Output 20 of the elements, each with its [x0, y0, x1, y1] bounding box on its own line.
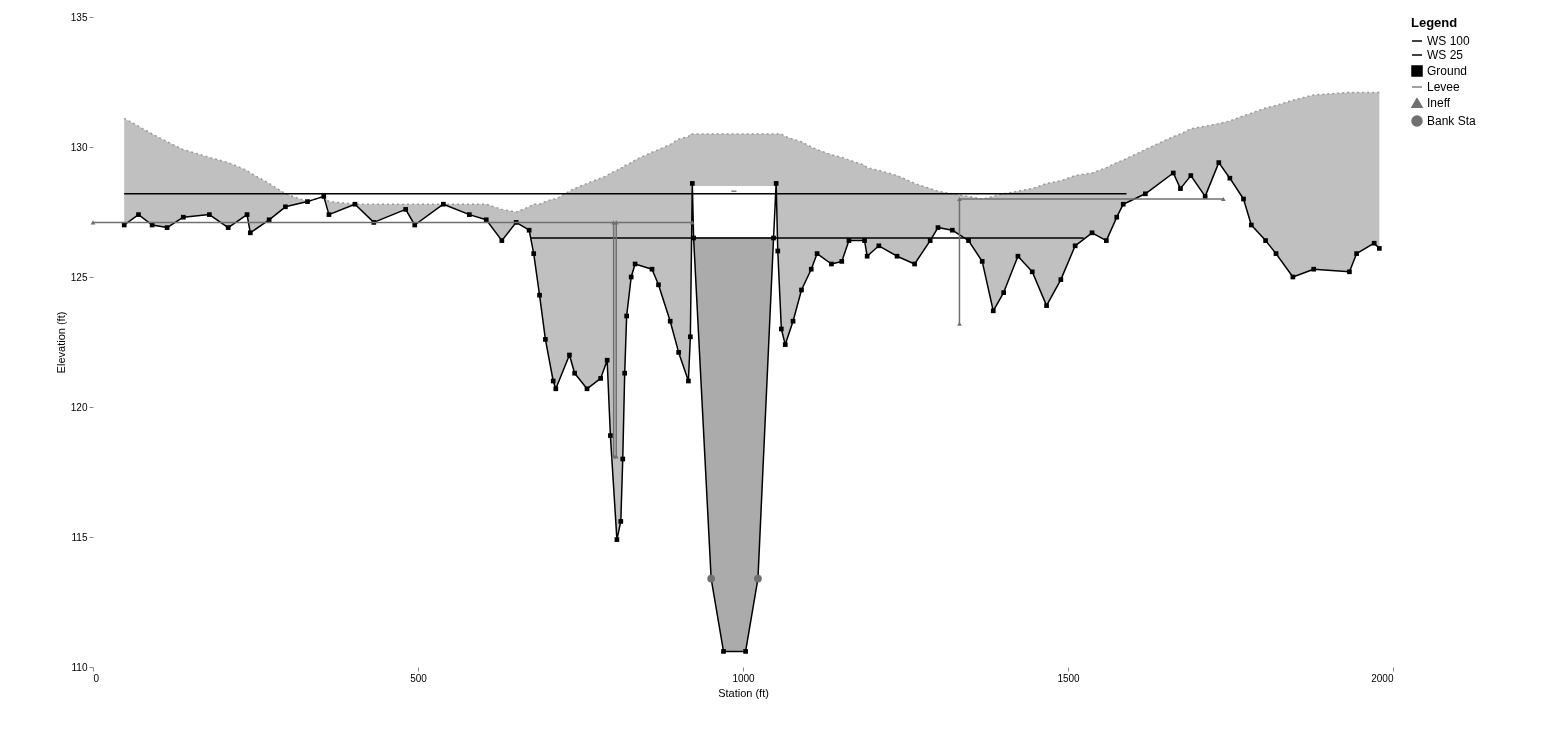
y-tick-label: 130 [70, 141, 88, 153]
y-tick-label: 115 [71, 531, 88, 543]
x-axis-title: Station (ft) [718, 686, 769, 699]
legend-title: Legend [1411, 15, 1458, 30]
legend-label: WS 25 [1427, 48, 1464, 62]
legend-label: WS 100 [1427, 34, 1471, 48]
legend-label: Ineff [1427, 96, 1451, 110]
x-tick-label: 1000 [732, 672, 756, 684]
y-tick-label: 120 [70, 401, 88, 413]
legend-label: Levee [1427, 80, 1461, 94]
legend-label: Ground [1427, 64, 1468, 78]
y-tick-label: 125 [70, 271, 88, 283]
x-tick-label: 1500 [1057, 672, 1081, 684]
x-tick-label: 0 [93, 672, 100, 684]
y-tick-label: 135 [70, 11, 88, 23]
y-axis-title: Elevation (ft) [54, 311, 67, 374]
legend-label: Bank Sta [1427, 114, 1477, 128]
y-tick-label: 110 [71, 661, 88, 673]
x-tick-label: 2000 [1371, 672, 1394, 684]
x-tick-label: 500 [410, 672, 428, 684]
